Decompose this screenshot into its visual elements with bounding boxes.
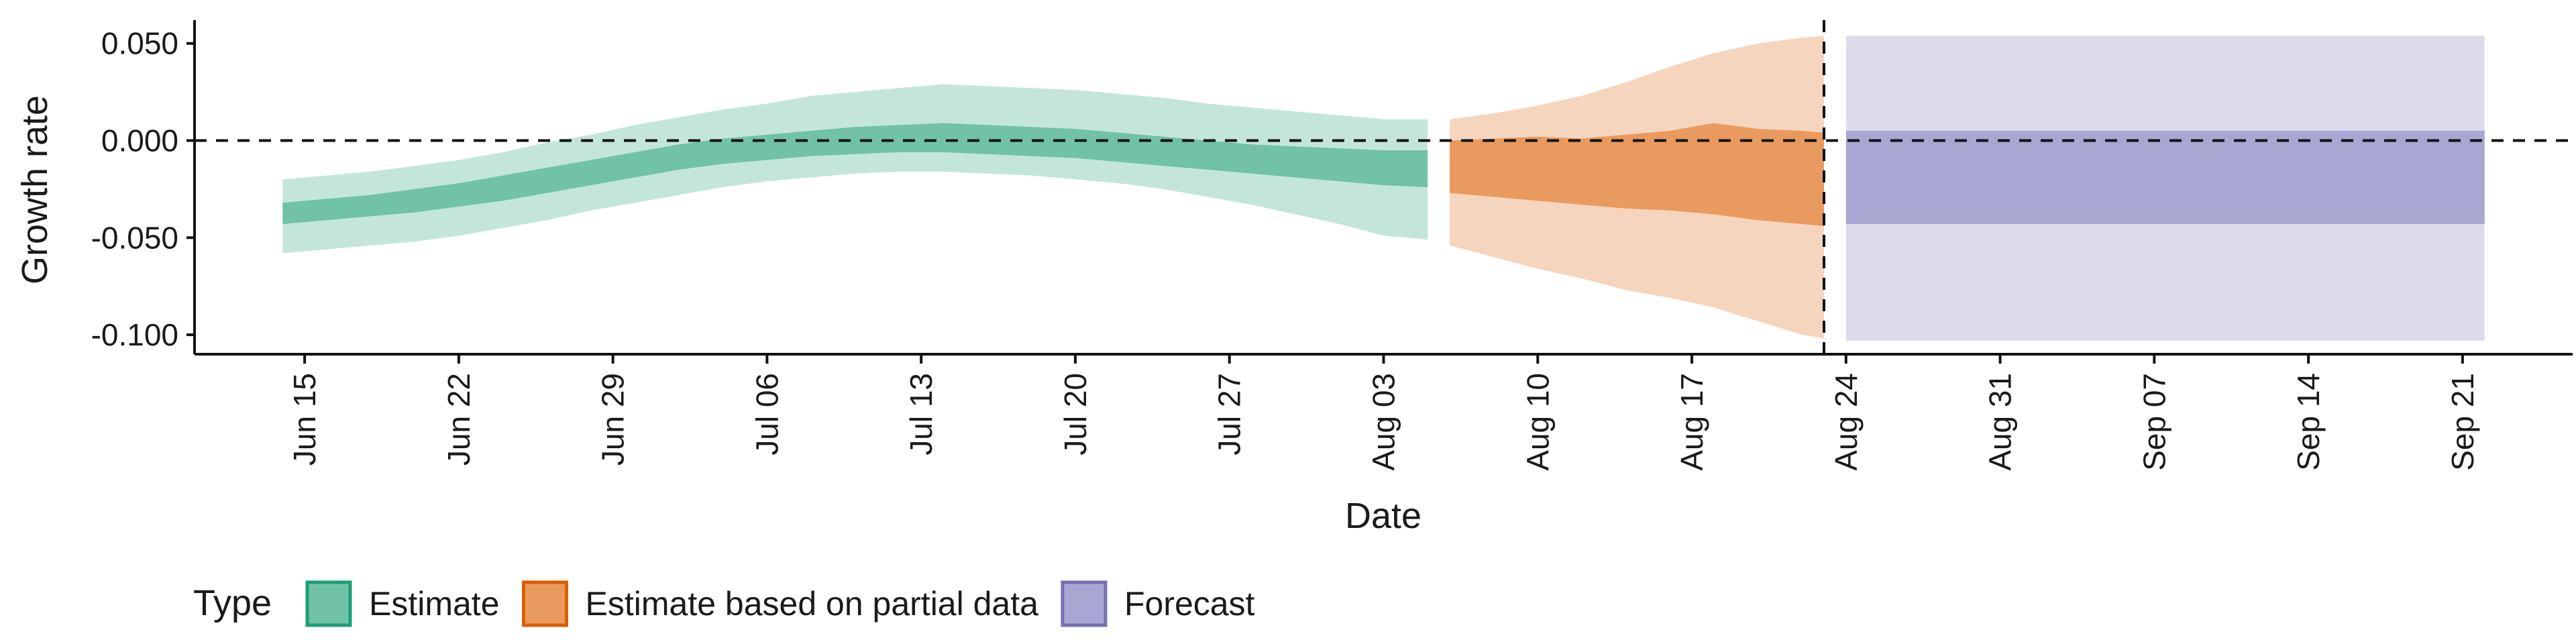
- x-tick-label: Sep 14: [2291, 373, 2326, 471]
- x-tick-label: Aug 31: [1983, 373, 2018, 471]
- y-axis-title: Growth rate: [15, 95, 55, 284]
- bands-layer: [282, 36, 2485, 341]
- legend-label: Forecast: [1124, 585, 1255, 623]
- x-tick-label: Aug 03: [1366, 373, 1401, 471]
- y-tick-label: 0.000: [101, 123, 178, 158]
- x-tick-label: Sep 21: [2445, 373, 2480, 471]
- x-tick-label: Sep 07: [2137, 373, 2171, 471]
- band-outer-estimate: [282, 84, 1428, 254]
- x-tick-label: Jul 27: [1212, 373, 1247, 455]
- y-ticks: 0.050 0.000 -0.050 -0.100: [91, 26, 195, 352]
- x-tick-label: Jun 22: [441, 373, 476, 466]
- x-tick-label: Aug 10: [1520, 373, 1555, 471]
- x-tick-label: Aug 24: [1829, 373, 1864, 471]
- legend-label: Estimate: [369, 585, 500, 623]
- legend-swatch: [1061, 580, 1108, 627]
- legend-swatch: [522, 580, 569, 627]
- x-tick-label: Jun 29: [596, 373, 631, 466]
- y-tick-label: -0.100: [91, 317, 178, 352]
- y-tick-label: -0.050: [91, 220, 178, 255]
- legend-swatch: [305, 580, 352, 627]
- reference-lines: [195, 20, 2573, 354]
- band-inner-estimate: [282, 123, 1428, 224]
- legend: Type Estimate Estimate based on partial d…: [193, 580, 1255, 627]
- x-axis-title: Date: [1345, 496, 1421, 536]
- x-tick-label: Jun 15: [287, 373, 322, 466]
- x-ticks: Jun 15 Jun 22 Jun 29 Jul 06 Jul 13 Jul 20 Jul …: [287, 354, 2480, 471]
- x-tick-label: Jul 13: [904, 373, 938, 455]
- x-tick-label: Jul 20: [1058, 373, 1093, 455]
- y-tick-label: 0.050: [101, 26, 178, 61]
- x-tick-label: Aug 17: [1674, 373, 1709, 471]
- band-inner-forecast: [1845, 131, 2485, 224]
- legend-title: Type: [193, 583, 272, 623]
- band-inner-estimate-based-on-partial-data: [1450, 123, 1824, 226]
- x-tick-label: Jul 06: [749, 373, 784, 455]
- legend-label: Estimate based on partial data: [586, 585, 1039, 623]
